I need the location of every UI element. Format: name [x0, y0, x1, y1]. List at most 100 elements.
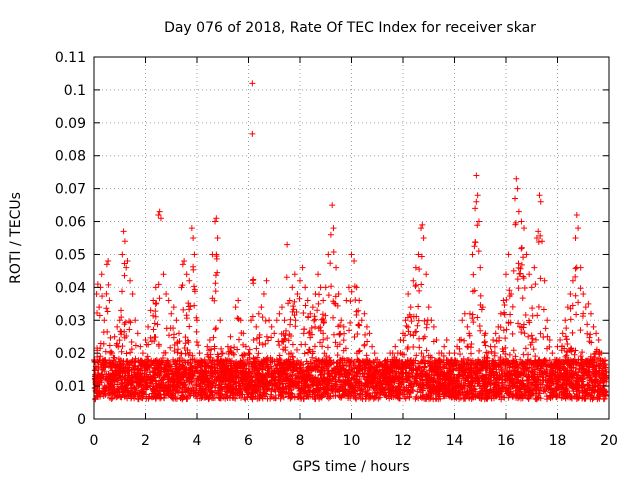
data-point: [413, 352, 420, 359]
data-point: [423, 377, 430, 384]
data-point: [104, 308, 111, 315]
data-point: [120, 228, 127, 235]
data-point: [457, 351, 463, 358]
data-point: [433, 395, 440, 402]
data-point: [509, 330, 516, 337]
data-point: [499, 345, 506, 352]
data-point: [216, 395, 223, 402]
data-point: [211, 343, 218, 350]
data-point: [324, 344, 331, 351]
data-point: [129, 290, 136, 297]
data-point: [340, 347, 347, 354]
data-point: [407, 331, 414, 338]
data-point: [316, 291, 323, 298]
data-point: [115, 372, 122, 379]
data-point: [182, 340, 189, 347]
data-point: [553, 381, 560, 388]
data-point: [132, 358, 139, 365]
data-point: [272, 373, 279, 380]
data-point: [428, 374, 435, 381]
data-point: [477, 292, 484, 299]
data-point: [468, 367, 475, 374]
data-point: [526, 380, 533, 387]
data-point: [539, 238, 546, 245]
data-point: [330, 331, 337, 338]
data-point: [512, 195, 519, 202]
data-point: [402, 395, 409, 402]
data-point: [479, 390, 486, 397]
data-point: [346, 327, 353, 334]
data-point: [592, 383, 599, 390]
data-point: [214, 235, 221, 241]
data-point: [542, 325, 549, 332]
data-point: [179, 261, 186, 268]
data-point: [468, 341, 475, 348]
data-point: [317, 339, 324, 346]
data-point: [135, 396, 142, 403]
data-point: [318, 394, 325, 401]
data-point: [446, 389, 453, 396]
data-point: [419, 221, 426, 228]
data-point: [230, 351, 237, 358]
data-point: [520, 254, 527, 261]
data-point: [364, 379, 371, 386]
data-point: [119, 251, 126, 258]
data-point: [311, 316, 318, 323]
data-point: [513, 376, 520, 383]
data-point: [242, 396, 249, 403]
data-point: [345, 284, 352, 291]
data-point: [574, 378, 581, 385]
data-point: [156, 359, 163, 366]
data-point: [536, 369, 543, 376]
data-point: [295, 385, 302, 392]
data-point: [111, 333, 118, 340]
data-point: [195, 376, 202, 383]
data-point: [421, 317, 428, 324]
data-point: [302, 302, 309, 309]
data-point: [234, 346, 241, 353]
data-point: [306, 371, 313, 378]
data-point: [402, 361, 409, 368]
data-point: [327, 231, 334, 238]
data-point: [502, 335, 509, 342]
data-point: [97, 393, 104, 400]
data-point: [532, 281, 539, 288]
data-point: [163, 290, 170, 297]
data-point: [195, 342, 202, 349]
data-point: [106, 297, 113, 304]
data-point: [119, 288, 126, 295]
data-point: [510, 347, 517, 354]
data-point: [236, 392, 243, 399]
data-point: [351, 334, 358, 341]
data-point: [283, 372, 290, 379]
data-point: [128, 338, 135, 345]
data-point: [462, 392, 469, 399]
data-point: [452, 357, 459, 364]
data-point: [114, 323, 121, 330]
data-point: [576, 394, 583, 401]
data-point: [498, 387, 505, 394]
data-point: [361, 342, 368, 349]
data-point: [118, 348, 125, 355]
data-point: [503, 296, 510, 303]
data-point: [298, 341, 305, 348]
data-point: [188, 379, 195, 386]
data-point: [107, 334, 114, 341]
data-point: [255, 310, 262, 317]
data-point: [525, 395, 532, 402]
data-point: [253, 345, 260, 352]
data-point: [95, 378, 102, 385]
data-point: [259, 314, 266, 321]
data-point: [505, 251, 512, 258]
data-point: [92, 396, 99, 403]
data-point: [152, 284, 159, 291]
data-point: [341, 387, 348, 394]
data-point: [307, 334, 314, 341]
data-point: [518, 244, 525, 251]
data-point: [506, 293, 513, 300]
data-point: [537, 395, 544, 402]
data-point: [181, 368, 188, 375]
data-point: [481, 338, 488, 345]
data-point: [94, 347, 101, 354]
data-point: [174, 349, 181, 356]
